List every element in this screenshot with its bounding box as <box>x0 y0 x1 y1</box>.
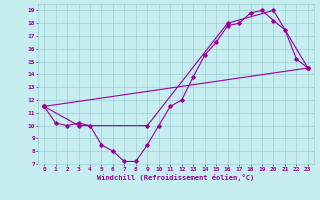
X-axis label: Windchill (Refroidissement éolien,°C): Windchill (Refroidissement éolien,°C) <box>97 174 255 181</box>
